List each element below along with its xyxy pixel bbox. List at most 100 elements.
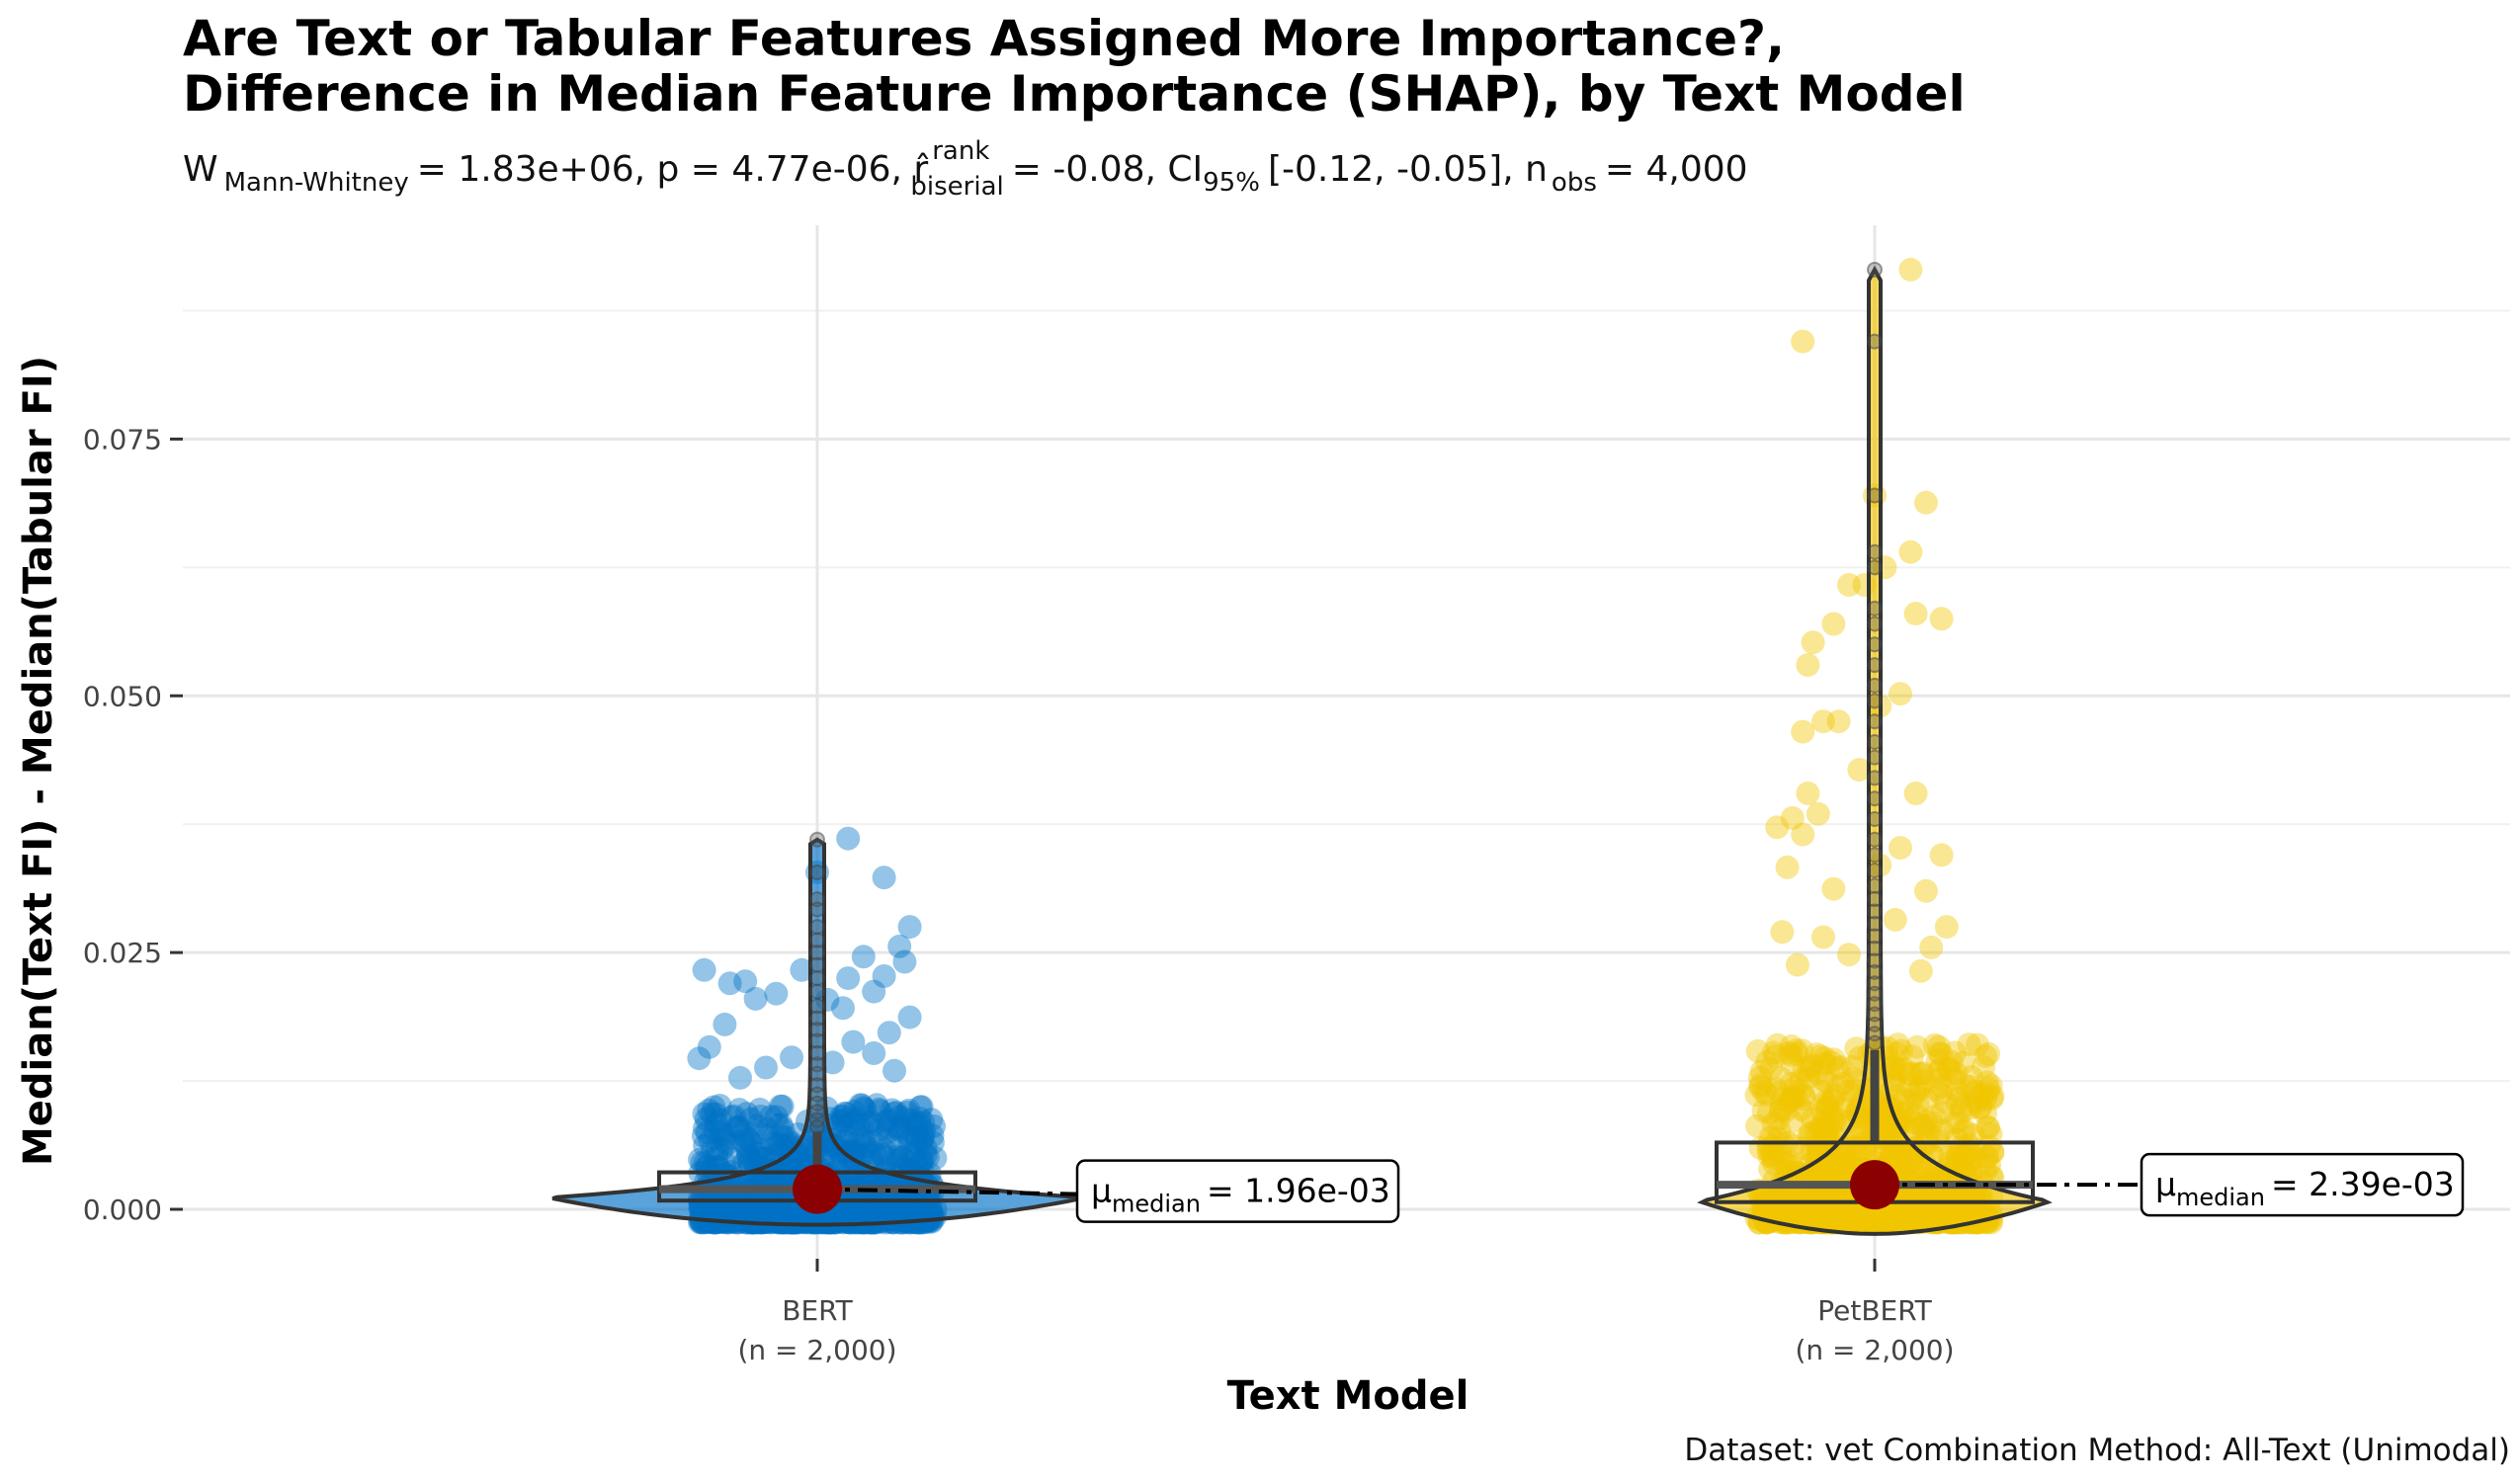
data-point xyxy=(904,1131,929,1155)
data-point xyxy=(1968,1095,1992,1119)
data-point xyxy=(727,1098,752,1122)
data-point xyxy=(1779,1072,1804,1096)
data-point xyxy=(731,1151,756,1176)
data-point xyxy=(744,1113,769,1138)
data-point xyxy=(1748,1075,1773,1100)
data-point xyxy=(911,1123,936,1148)
data-point xyxy=(1825,1056,1850,1081)
outlier-point xyxy=(809,983,825,1000)
data-point xyxy=(1943,1040,1968,1065)
data-point xyxy=(872,1142,895,1167)
data-point xyxy=(754,1055,778,1080)
outlier-point xyxy=(1867,693,1883,709)
data-point xyxy=(1912,1069,1937,1094)
data-point xyxy=(688,1147,713,1172)
data-point xyxy=(735,1145,760,1170)
outlier-point xyxy=(1867,677,1883,694)
data-point xyxy=(743,986,768,1011)
data-point xyxy=(1950,1099,1974,1123)
data-point xyxy=(1928,1081,1953,1106)
data-point xyxy=(1957,1032,1981,1057)
data-point xyxy=(1765,815,1790,840)
data-point xyxy=(1821,1047,1846,1072)
data-point xyxy=(1962,1080,1986,1105)
data-point xyxy=(1970,1082,1994,1107)
data-point xyxy=(1792,1058,1816,1083)
data-point xyxy=(1770,1087,1795,1112)
y-tick-label: 0.050 xyxy=(83,680,162,712)
data-point xyxy=(1958,1096,1982,1120)
data-point xyxy=(1760,1143,1785,1168)
data-point xyxy=(1810,1100,1835,1124)
data-point xyxy=(1889,836,1912,861)
data-point xyxy=(847,1113,872,1137)
data-point xyxy=(1908,958,1933,983)
data-point xyxy=(694,1107,718,1131)
data-point xyxy=(698,1128,722,1153)
data-point xyxy=(710,1122,734,1147)
data-point xyxy=(1806,801,1830,826)
data-point xyxy=(830,1109,855,1133)
outlier-point xyxy=(809,919,825,936)
data-point xyxy=(910,1148,935,1173)
data-point xyxy=(878,1108,902,1132)
data-point xyxy=(747,1120,772,1145)
data-point xyxy=(1837,1090,1862,1114)
data-point xyxy=(1758,1157,1783,1182)
data-point xyxy=(1956,1132,1980,1157)
data-point xyxy=(887,1105,912,1129)
data-point xyxy=(923,1146,948,1171)
data-point xyxy=(700,1102,724,1126)
data-point xyxy=(1896,1061,1921,1086)
data-point xyxy=(1830,1096,1855,1120)
data-point xyxy=(1905,1091,1930,1115)
y-axis-title: Median(Text FI) - Median(Tabular FI) xyxy=(16,356,61,1166)
data-point xyxy=(1793,1086,1817,1111)
data-point xyxy=(702,1095,726,1119)
data-point xyxy=(903,1148,928,1173)
data-point xyxy=(1919,935,1944,959)
data-point xyxy=(733,1124,758,1149)
data-point xyxy=(1791,329,1815,354)
data-point xyxy=(1756,1101,1781,1125)
data-point xyxy=(852,1127,877,1152)
data-point xyxy=(747,1098,772,1121)
data-point xyxy=(1841,1054,1866,1079)
data-point xyxy=(1779,1150,1803,1174)
data-point xyxy=(1957,1141,1980,1166)
data-point xyxy=(1818,1050,1843,1075)
labels-layer: μmedian = 1.96e-03 μmedian = 2.39e-03 xyxy=(793,1152,2465,1223)
data-point xyxy=(877,1021,901,1045)
data-point xyxy=(1928,1056,1953,1081)
data-point xyxy=(1980,1140,2005,1165)
data-point xyxy=(1792,1083,1816,1108)
data-point xyxy=(1764,1077,1789,1102)
data-point xyxy=(744,1141,769,1166)
data-point xyxy=(774,1125,798,1150)
outlier-point xyxy=(809,1032,825,1049)
data-point xyxy=(894,1147,919,1172)
data-point xyxy=(1945,1127,1970,1152)
data-point xyxy=(704,1102,728,1126)
subtitle-w-value: 1.83e+06 xyxy=(458,149,633,190)
x-axis-title: Text Model xyxy=(1227,1373,1470,1419)
data-point xyxy=(1798,1058,1822,1082)
data-point xyxy=(712,1126,736,1151)
data-point xyxy=(907,1107,932,1130)
data-point xyxy=(1781,1083,1805,1108)
data-point xyxy=(859,1110,883,1134)
data-point xyxy=(829,1104,854,1128)
chart-caption: Dataset: vet Combination Method: All-Tex… xyxy=(1684,1433,2510,1468)
data-point xyxy=(1805,1042,1829,1067)
data-point xyxy=(1978,1073,2003,1098)
data-point xyxy=(1890,1038,1914,1063)
data-point xyxy=(872,1145,896,1170)
data-point xyxy=(1785,1041,1809,1066)
data-point xyxy=(1945,1146,1970,1171)
data-point xyxy=(1953,1074,1977,1098)
data-point xyxy=(1974,1044,1998,1068)
data-point xyxy=(890,1145,915,1170)
outlier-point xyxy=(809,1010,825,1027)
outlier-point xyxy=(1867,847,1883,864)
